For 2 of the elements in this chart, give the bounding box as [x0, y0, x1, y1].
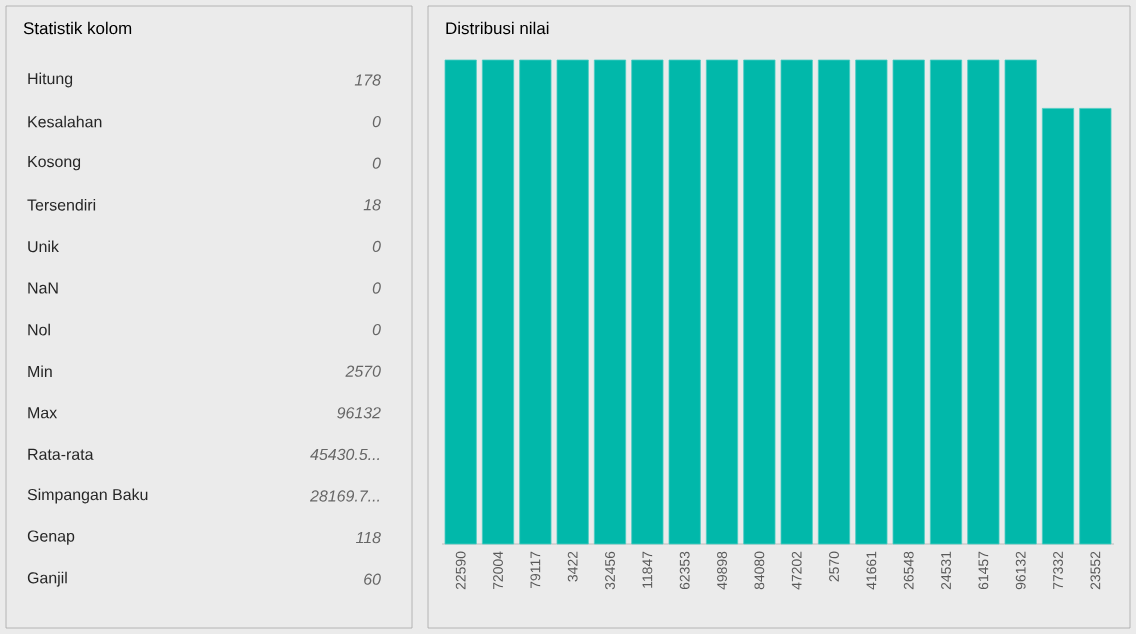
text: Statistik kolom — [23, 21, 132, 35]
chart-title: Distribusi nilai — [446, 21, 549, 35]
